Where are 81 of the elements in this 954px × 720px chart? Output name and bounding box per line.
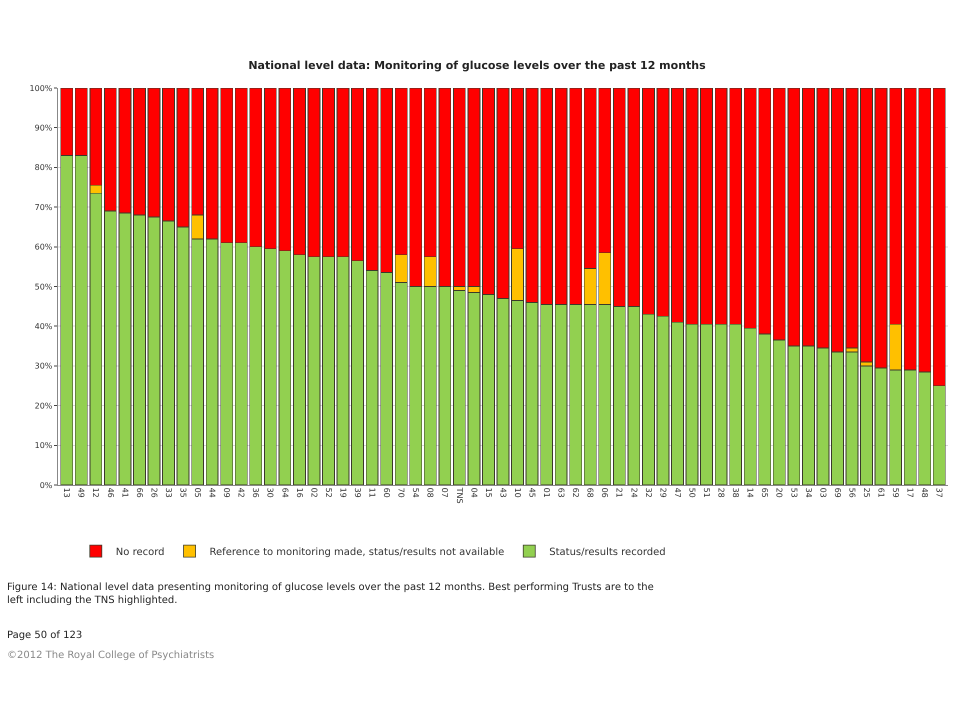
y-tick-label: 60% xyxy=(34,242,53,252)
x-tick-label: 21 xyxy=(614,488,624,498)
x-tick-label: 39 xyxy=(352,488,362,498)
x-tick-label: 53 xyxy=(789,488,798,498)
x-tick-label: 01 xyxy=(542,488,552,498)
x-tick-label: 56 xyxy=(847,488,856,498)
x-tick-label: 30 xyxy=(266,488,275,498)
x-tick-label: 06 xyxy=(600,488,610,498)
x-tick-label: 59 xyxy=(891,488,900,498)
x-tick-label: 19 xyxy=(338,488,348,498)
x-tick-label: 34 xyxy=(804,488,813,498)
x-tick-label: 46 xyxy=(106,488,115,498)
y-tick-label: 70% xyxy=(34,202,53,212)
x-tick-label: 16 xyxy=(294,488,304,498)
bar xyxy=(453,88,466,287)
x-tick-label: TNS xyxy=(454,486,464,504)
x-tick-label: 13 xyxy=(62,488,72,498)
x-tick-label: 52 xyxy=(324,488,333,498)
x-tick-label: 49 xyxy=(76,488,86,498)
x-tick-label: 25 xyxy=(862,488,871,498)
y-tick-label: 90% xyxy=(34,124,53,132)
bar xyxy=(453,290,466,485)
x-tick-label: 60 xyxy=(382,488,392,498)
x-tick-label: 62 xyxy=(571,488,580,498)
y-tick-label: 20% xyxy=(34,401,53,410)
x-tick-label: 61 xyxy=(876,488,886,498)
x-tick-label: 54 xyxy=(411,488,420,498)
x-tick-label: 04 xyxy=(469,488,478,498)
x-tick-label: 24 xyxy=(629,488,638,498)
x-tick-label: 29 xyxy=(658,488,668,498)
text: ©2012 The Royal College of Psychiatrists xyxy=(7,650,214,661)
x-tick-label: 02 xyxy=(309,488,318,498)
x-tick-label: 14 xyxy=(746,488,755,498)
x-tick-label: 64 xyxy=(280,488,290,498)
x-tick-label: 51 xyxy=(702,488,711,498)
x-tick-label: 35 xyxy=(178,488,188,498)
x-tick-label: 48 xyxy=(920,488,930,498)
x-tick-label: 45 xyxy=(527,488,536,498)
y-tick-label: 30% xyxy=(34,362,53,371)
x-tick-label: 10 xyxy=(512,488,522,498)
x-tick-label: 68 xyxy=(586,488,595,498)
legend-label: Reference to monitoring made, status/results not available xyxy=(210,547,504,558)
x-tick-label: 41 xyxy=(120,488,130,498)
x-tick-label: 26 xyxy=(149,488,158,498)
x-tick-label: 03 xyxy=(818,488,828,498)
y-tick-label: 10% xyxy=(34,441,53,450)
x-tick-label: 17 xyxy=(906,488,915,498)
y-tick-label: 0% xyxy=(40,480,53,490)
x-tick-label: 20 xyxy=(774,488,784,498)
x-tick-label: 11 xyxy=(368,488,377,498)
x-tick-label: 32 xyxy=(644,488,653,498)
x-tick-label: 36 xyxy=(251,488,260,498)
x-tick-label: 37 xyxy=(934,488,944,498)
x-tick-label: 69 xyxy=(832,488,842,498)
x-tick-label: 28 xyxy=(716,488,726,498)
x-tick-label: 38 xyxy=(731,488,740,498)
y-tick-label: 50% xyxy=(34,282,53,292)
legend-label: Status/results recorded xyxy=(549,547,666,558)
x-tick-label: 50 xyxy=(687,488,696,498)
x-tick-label: 70 xyxy=(396,488,406,498)
x-tick-label: 47 xyxy=(672,488,682,498)
x-tick-label: 09 xyxy=(222,488,232,498)
x-tick-label: 15 xyxy=(484,488,493,498)
legend-label: No record xyxy=(116,547,165,558)
x-tick-label: 42 xyxy=(236,488,246,498)
y-tick-label: 100% xyxy=(30,84,53,93)
text: Page 50 of 123 xyxy=(7,630,82,641)
x-tick-label: 05 xyxy=(193,488,202,498)
x-tick-label: 44 xyxy=(208,488,217,498)
x-tick-label: 08 xyxy=(426,488,435,498)
y-tick-label: 80% xyxy=(34,163,53,172)
x-tick-label: 07 xyxy=(440,488,450,498)
x-tick-label: 65 xyxy=(760,488,770,498)
caption: Figure 14: National level data presenting monitoring of glucose levels over the past 12 months. Best performing Trusts are to the left including the TNS highlighted. xyxy=(7,582,654,606)
y-tick-label: 40% xyxy=(34,322,53,331)
x-tick-label: 33 xyxy=(164,488,173,498)
x-tick-label: 43 xyxy=(498,488,508,498)
x-tick-label: 12 xyxy=(91,488,100,498)
chart-title: National level data: Monitoring of glucose levels over the past 12 months xyxy=(248,58,706,72)
x-tick-label: 63 xyxy=(556,488,566,498)
x-tick-label: 66 xyxy=(134,488,144,498)
